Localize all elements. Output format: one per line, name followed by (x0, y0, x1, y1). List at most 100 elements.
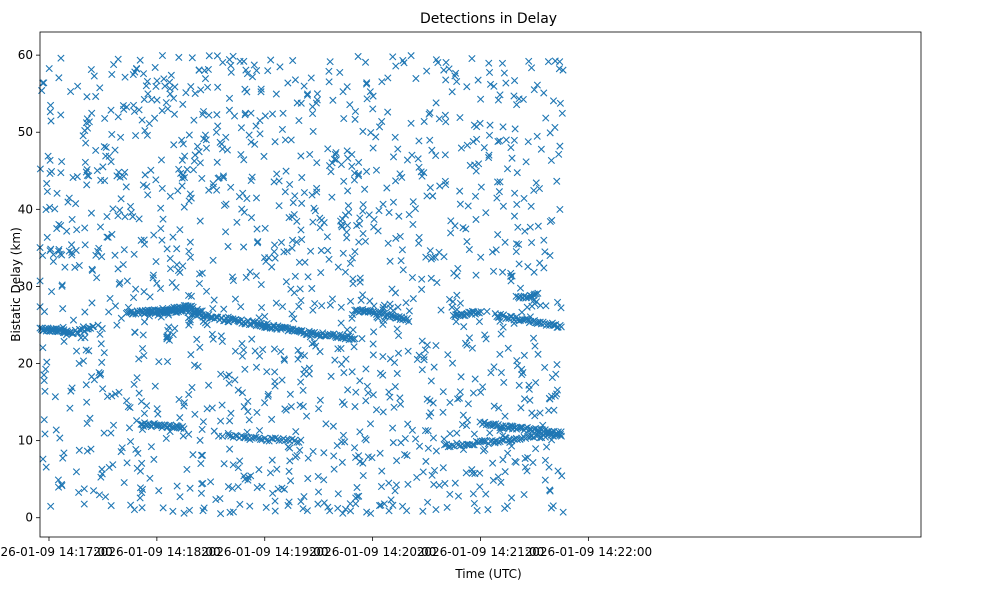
data-point (355, 158, 363, 166)
data-point (61, 263, 69, 271)
data-point (183, 465, 191, 474)
data-point (344, 154, 352, 162)
data-point (257, 303, 266, 312)
data-point (234, 386, 242, 394)
data-point (489, 459, 497, 467)
data-point (171, 324, 179, 332)
data-point (81, 308, 89, 316)
data-point (159, 504, 167, 512)
data-point (188, 383, 196, 392)
data-point (363, 79, 371, 87)
data-point (214, 83, 222, 91)
data-point (408, 151, 416, 159)
data-point (240, 57, 248, 65)
data-point (346, 259, 354, 268)
data-point (82, 381, 90, 389)
data-point (40, 371, 48, 379)
data-point (71, 263, 79, 271)
data-point (285, 498, 293, 506)
data-point (329, 422, 337, 430)
data-point (501, 468, 509, 476)
data-point (247, 109, 255, 117)
data-point (407, 119, 415, 127)
data-point (257, 85, 265, 93)
data-point (369, 105, 377, 113)
data-point (453, 291, 461, 299)
data-point (520, 490, 528, 499)
data-point (185, 430, 193, 438)
data-point (281, 188, 289, 196)
data-point (237, 150, 245, 159)
data-point (524, 263, 532, 271)
data-point (474, 438, 482, 446)
data-point (420, 353, 428, 361)
data-point (43, 187, 51, 196)
data-point (390, 403, 398, 411)
data-point (120, 172, 128, 180)
data-point (250, 61, 258, 69)
data-point (420, 117, 428, 126)
data-point (99, 163, 107, 171)
data-point (510, 77, 519, 85)
data-point (448, 359, 457, 367)
data-point (135, 355, 143, 363)
data-point (83, 181, 91, 189)
data-point (133, 374, 141, 382)
data-point (120, 246, 128, 254)
data-point (431, 253, 439, 261)
data-point (404, 420, 412, 428)
data-point (222, 133, 230, 141)
data-point (485, 68, 494, 77)
data-point (349, 335, 357, 343)
data-point (496, 350, 504, 358)
data-point (133, 417, 141, 425)
data-point (464, 202, 472, 210)
data-point (251, 347, 259, 355)
data-point (291, 272, 299, 280)
data-point (297, 296, 305, 305)
data-point (168, 278, 176, 287)
data-point (548, 428, 556, 436)
data-point (217, 370, 225, 378)
data-point (426, 184, 434, 192)
data-point (477, 183, 485, 191)
data-point (441, 111, 449, 119)
data-point (359, 229, 367, 238)
data-point (210, 296, 218, 304)
data-point (465, 245, 473, 254)
data-point (228, 484, 236, 493)
data-point (366, 420, 375, 428)
data-point (41, 387, 49, 395)
data-point (409, 295, 417, 303)
data-point (307, 328, 316, 337)
data-point (190, 157, 198, 165)
data-point (260, 152, 268, 160)
data-point (530, 186, 538, 194)
y-tick-label: 60 (18, 48, 33, 62)
data-point (313, 184, 321, 192)
data-point (441, 479, 449, 488)
data-point (255, 426, 264, 435)
data-point (64, 198, 72, 206)
data-point (528, 302, 536, 310)
data-point (185, 321, 193, 329)
data-point (507, 143, 515, 152)
data-point (189, 303, 197, 311)
data-point (44, 152, 52, 160)
data-point (247, 138, 255, 146)
data-point (42, 463, 50, 471)
data-point (291, 192, 299, 200)
data-point (138, 344, 147, 353)
data-point (511, 125, 519, 133)
data-point (116, 133, 125, 141)
data-point (72, 347, 81, 355)
data-point (399, 266, 407, 274)
data-point (513, 101, 521, 109)
data-point (515, 240, 523, 249)
data-point (154, 410, 162, 418)
data-point (230, 112, 239, 120)
data-point (379, 352, 387, 361)
data-point (442, 58, 450, 67)
data-point (275, 202, 283, 210)
data-point (540, 236, 548, 244)
